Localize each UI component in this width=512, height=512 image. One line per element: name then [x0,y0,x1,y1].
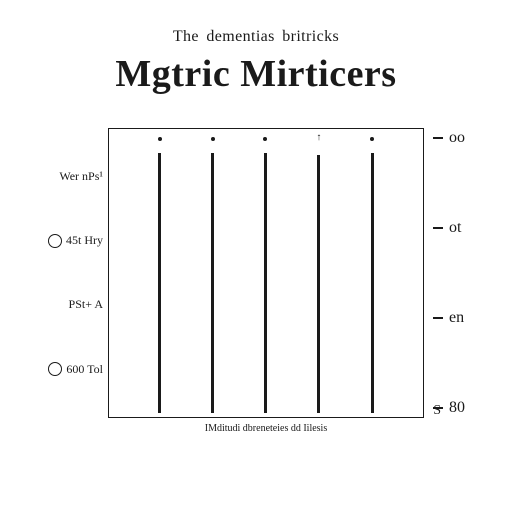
right-label-row: en [433,309,477,327]
bar-column [211,133,215,413]
chart-region: ↑ Wer nPs¹ 45t Hry PSt+ A [28,118,484,448]
tick-icon [433,317,443,318]
circle-icon [48,362,62,376]
circle-icon [48,234,62,248]
top-marker-icon [158,137,162,141]
vertical-bar [371,153,374,413]
x-axis-label: IMditudi dbreneteies dd Iilesis [108,423,424,434]
left-label-row: 45t Hry [48,234,103,248]
vertical-bar [264,153,267,413]
top-marker-icon [211,137,215,141]
top-marker-icon [263,137,267,141]
bars-group: ↑ [109,133,423,413]
subtitle-text: The dementias britricks [28,28,484,46]
chart-frame: ↑ Wer nPs¹ 45t Hry PSt+ A [108,128,424,418]
bar-column [263,133,267,413]
vertical-bar [158,153,161,413]
top-marker-icon [370,137,374,141]
bar-column [158,133,162,413]
main-title: Mgtric Mirticers [28,52,484,96]
right-label-text: ot [449,219,461,237]
tick-icon [433,227,443,228]
left-label-row: 600 Tol [48,362,103,376]
corner-label: S [433,403,441,419]
right-axis-labels: oo ot en 80 [433,129,477,417]
left-label-text: 600 Tol [66,363,103,376]
top-marker-icon: ↑ [316,133,321,143]
bar-column [370,133,374,413]
right-label-row: ot [433,219,477,237]
right-label-text: en [449,309,464,327]
bar-column: ↑ [316,133,321,413]
right-label-row: oo [433,129,477,147]
tick-icon [433,137,443,138]
vertical-bar [317,155,320,413]
right-label-text: 80 [449,399,465,417]
left-axis-labels: Wer nPs¹ 45t Hry PSt+ A 600 Tol [33,129,103,417]
left-label-text: PSt+ A [69,298,103,311]
left-label-text: Wer nPs¹ [59,170,103,183]
vertical-bar [211,153,214,413]
page-root: The dementias britricks Mgtric Mirticers [0,0,512,512]
left-label-row: Wer nPs¹ [59,170,103,183]
left-label-row: PSt+ A [69,298,103,311]
right-label-text: oo [449,129,465,147]
left-label-text: 45t Hry [66,234,103,247]
